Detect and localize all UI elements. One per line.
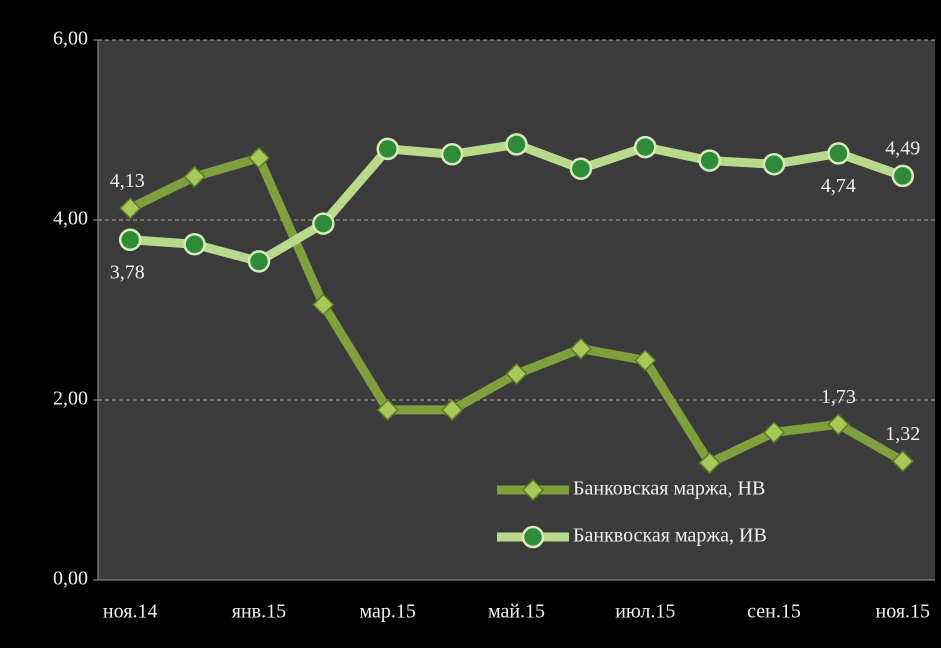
data-label: 3,78	[110, 261, 145, 283]
y-tick-label: 6,00	[53, 28, 88, 50]
plot-area	[98, 40, 935, 580]
legend-label: Банковская маржа, НВ	[573, 478, 765, 500]
marker	[505, 133, 528, 156]
data-label: 1,73	[821, 386, 856, 408]
marker	[441, 398, 464, 421]
marker	[119, 197, 142, 220]
marker	[376, 398, 399, 421]
x-tick-label: янв.15	[232, 601, 286, 623]
marker	[247, 250, 271, 273]
marker	[440, 143, 464, 166]
data-label: 4,49	[885, 137, 920, 159]
marker	[698, 451, 721, 475]
marker	[891, 450, 914, 473]
marker	[634, 349, 657, 372]
marker	[247, 146, 271, 169]
marker	[183, 165, 206, 188]
marker	[505, 362, 528, 385]
y-tick-label: 2,00	[53, 388, 88, 410]
x-tick-label: ноя.14	[103, 601, 158, 623]
marker	[312, 212, 335, 235]
marker	[118, 228, 142, 252]
marker	[569, 337, 592, 360]
y-tick-label: 0,00	[53, 568, 88, 590]
marker	[183, 233, 206, 256]
x-tick-label: сен.15	[747, 601, 801, 623]
marker	[891, 164, 915, 188]
marker	[827, 413, 850, 436]
marker	[827, 142, 850, 165]
marker	[762, 421, 786, 444]
marker	[521, 478, 545, 502]
legend-label: Банквоская маржа, ИВ	[573, 525, 767, 547]
data-label: 4,74	[821, 175, 856, 197]
marker	[376, 137, 399, 161]
x-tick-label: июл.15	[615, 601, 675, 623]
data-label: 1,32	[885, 423, 920, 445]
x-tick-label: мар.15	[360, 601, 416, 623]
x-tick-label: май.15	[488, 601, 545, 623]
marker	[312, 293, 335, 316]
data-label: 4,13	[110, 170, 145, 192]
marker	[569, 157, 593, 180]
marker	[698, 149, 721, 172]
marker	[634, 135, 657, 159]
marker	[762, 152, 786, 176]
y-tick-label: 4,00	[53, 208, 88, 230]
marker	[521, 525, 545, 549]
x-tick-label: ноя.15	[876, 601, 931, 623]
